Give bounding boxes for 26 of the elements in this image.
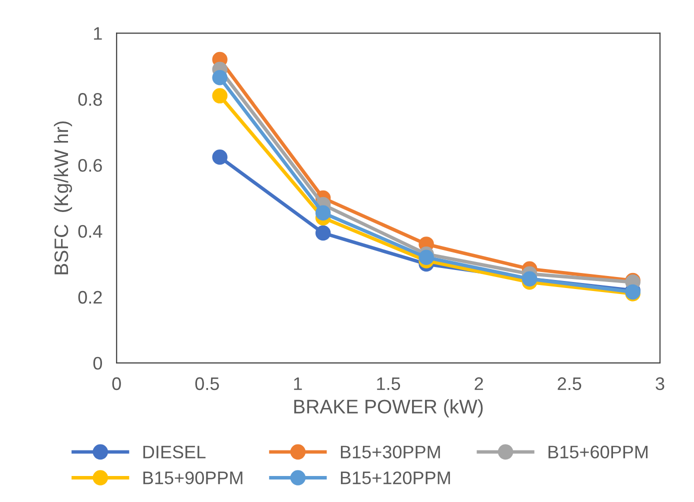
x-tick-label: 1: [294, 378, 302, 390]
legend-label: B15+30PPM: [340, 446, 440, 458]
y-tick-label: 0.2: [78, 290, 102, 304]
x-tick-label: 3: [656, 377, 664, 390]
y-tick-label: 0.6: [78, 158, 102, 172]
x-tick-label: 0: [112, 377, 121, 390]
x-tick-label: 1.5: [377, 378, 400, 390]
y-tick-label: 0: [93, 356, 102, 370]
x-tick-label: 2: [474, 377, 483, 390]
legend-label: B15+120PPM: [340, 471, 450, 484]
legend-label: B15+90PPM: [143, 471, 242, 484]
y-tick-label: 0.4: [78, 224, 102, 238]
y-tick-label: 0.8: [78, 93, 102, 106]
x-tick-label: 2.5: [558, 377, 582, 390]
point: [315, 205, 331, 221]
point: [212, 70, 228, 86]
point: [212, 150, 228, 165]
point: [212, 88, 228, 104]
y-axis-title: BSFC (Kg/kW hr): [54, 121, 72, 274]
y-tick-label: 1: [94, 27, 102, 40]
x-tick-label: 0.5: [195, 377, 219, 390]
legend-label: B15+60PPM: [548, 446, 648, 458]
point: [315, 225, 331, 241]
legend-label: DIESEL: [143, 446, 206, 458]
point: [418, 250, 434, 266]
x-axis-title: BRAKE POWER (kW): [294, 399, 483, 418]
